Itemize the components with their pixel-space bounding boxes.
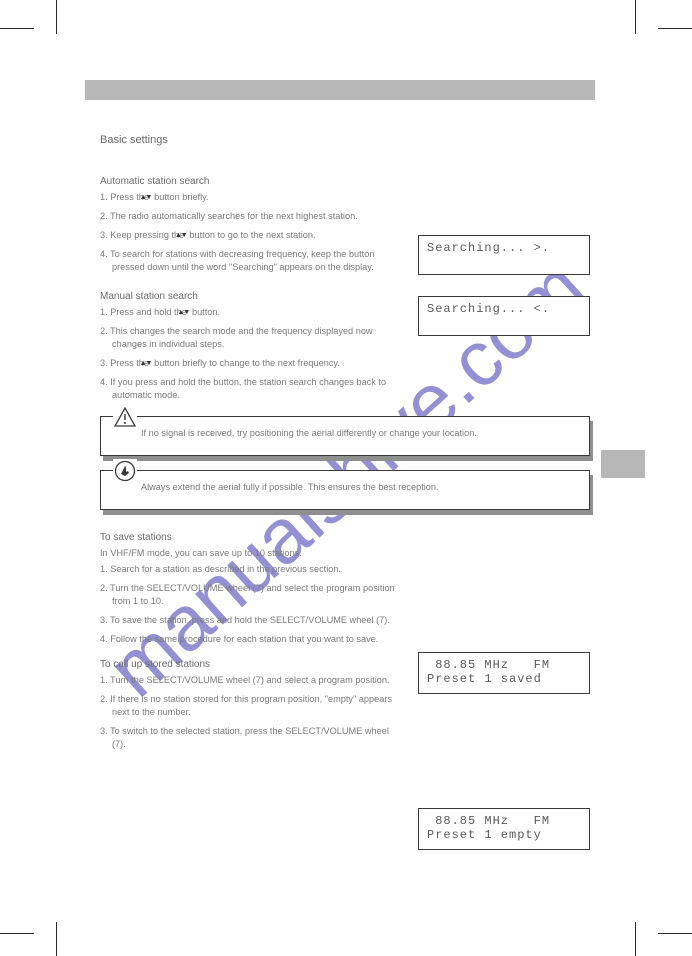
autosearch-heading: Automatic station search: [100, 176, 590, 187]
manualsearch-step2: 2. This changes the search mode and the …: [100, 325, 400, 351]
lcd-preset-empty: 88.85 MHz FM Preset 1 empty: [418, 808, 590, 850]
step-text: button.: [192, 307, 220, 317]
call-step3: 3. To switch to the selected station, pr…: [100, 725, 400, 751]
save-intro: In VHF/FM mode, you can save up to 10 st…: [100, 547, 400, 559]
note-callout: Always extend the aerial fully if possib…: [100, 470, 590, 510]
attention-text: If no signal is received, try positionin…: [141, 427, 573, 439]
manualsearch-step4: 4. If you press and hold the button, the…: [100, 376, 400, 402]
crop-mark: [635, 922, 636, 956]
step-text: button to go to the next station.: [189, 230, 315, 240]
pointer-icon: [113, 459, 137, 483]
lcd-line: Searching... >.: [427, 241, 581, 255]
warning-icon: [113, 405, 137, 429]
save-step2: 2. Turn the SELECT/VOLUME wheel (7) and …: [100, 582, 400, 608]
lcd-line: Preset 1 empty: [427, 828, 581, 842]
header-bar: [85, 80, 595, 100]
crop-mark: [635, 0, 636, 34]
lcd-searching-back: Searching... <.: [418, 296, 590, 336]
step-text: button briefly.: [154, 192, 208, 202]
lcd-line: Searching... <.: [427, 302, 581, 316]
step-text: 1. Press and hold the: [100, 307, 189, 317]
lcd-searching-fwd: Searching... >.: [418, 235, 590, 275]
lcd-line: 88.85 MHz FM: [427, 814, 581, 828]
lcd-line: 88.85 MHz FM: [427, 658, 581, 672]
save-step4: 4. Follow the same procedure for each st…: [100, 633, 400, 646]
crop-mark: [56, 922, 57, 956]
step-text: 3. Keep pressing the: [100, 230, 187, 240]
lcd-line: Preset 1 saved: [427, 672, 581, 686]
call-step1: 1. Turn the SELECT/VOLUME wheel (7) and …: [100, 674, 400, 687]
manualsearch-step3: 3. Press the ▲▼ button briefly to change…: [100, 357, 400, 370]
crop-mark: [0, 28, 34, 29]
call-step2: 2. If there is no station stored for thi…: [100, 693, 400, 719]
manualsearch-step1: 1. Press and hold the ▲▼ button.: [100, 306, 400, 319]
autosearch-step1: 1. Press the ▲▼ button briefly.: [100, 191, 400, 204]
save-step1: 1. Search for a station as described in …: [100, 563, 400, 576]
note-text: Always extend the aerial fully if possib…: [141, 481, 573, 493]
autosearch-step3: 3. Keep pressing the ▲▼ button to go to …: [100, 229, 400, 242]
lcd-preset-saved: 88.85 MHz FM Preset 1 saved: [418, 652, 590, 694]
section-title: Basic settings: [100, 134, 590, 146]
crop-mark: [0, 933, 34, 934]
autosearch-step4: 4. To search for stations with decreasin…: [100, 248, 400, 274]
save-step3: 3. To save the station, press and hold t…: [100, 614, 400, 627]
side-tab: [601, 450, 645, 478]
crop-mark: [56, 0, 57, 34]
step-text: button briefly to change to the next fre…: [154, 358, 340, 368]
save-heading: To save stations: [100, 532, 590, 543]
crop-mark: [658, 933, 692, 934]
autosearch-step2: 2. The radio automatically searches for …: [100, 210, 400, 223]
crop-mark: [658, 28, 692, 29]
attention-callout: If no signal is received, try positionin…: [100, 416, 590, 456]
